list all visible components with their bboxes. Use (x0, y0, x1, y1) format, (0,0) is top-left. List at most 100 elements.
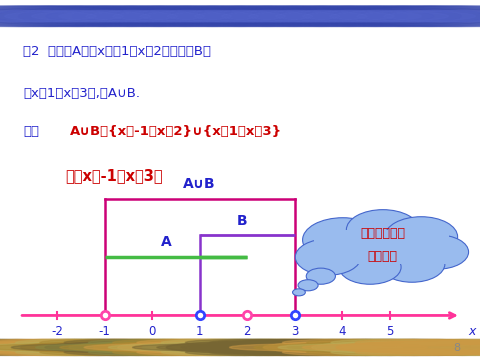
Circle shape (40, 339, 165, 346)
Circle shape (239, 340, 480, 355)
Circle shape (88, 339, 213, 346)
Circle shape (392, 344, 480, 351)
Circle shape (118, 340, 386, 355)
Circle shape (167, 10, 340, 22)
Circle shape (388, 349, 480, 355)
Circle shape (210, 349, 335, 355)
Circle shape (0, 340, 168, 355)
Circle shape (40, 349, 165, 355)
Circle shape (221, 10, 394, 22)
Circle shape (355, 339, 480, 346)
Circle shape (315, 349, 440, 355)
Circle shape (0, 6, 163, 27)
Circle shape (185, 339, 310, 346)
Circle shape (339, 349, 464, 355)
Circle shape (208, 6, 480, 27)
Circle shape (48, 349, 173, 355)
Circle shape (161, 349, 286, 355)
Circle shape (166, 340, 435, 355)
Circle shape (436, 339, 480, 346)
Circle shape (113, 339, 238, 346)
Circle shape (407, 235, 468, 269)
Text: 0: 0 (148, 325, 156, 338)
Circle shape (127, 6, 434, 27)
Circle shape (194, 349, 319, 355)
Circle shape (0, 340, 192, 355)
Circle shape (73, 6, 380, 27)
Circle shape (0, 10, 150, 22)
Circle shape (157, 344, 282, 351)
Circle shape (218, 349, 343, 355)
Circle shape (113, 349, 238, 355)
Circle shape (282, 349, 407, 355)
Circle shape (320, 344, 444, 351)
Circle shape (97, 339, 222, 346)
Text: ｛x｜1＜x＜3｝,求A∪B.: ｛x｜1＜x＜3｝,求A∪B. (24, 87, 141, 100)
Circle shape (60, 344, 185, 351)
Circle shape (312, 340, 480, 355)
Circle shape (194, 339, 319, 346)
Circle shape (32, 10, 204, 22)
Circle shape (357, 10, 480, 22)
Circle shape (0, 340, 144, 355)
Circle shape (16, 339, 141, 346)
Circle shape (0, 10, 123, 22)
Circle shape (137, 339, 262, 346)
Circle shape (24, 339, 149, 346)
Circle shape (0, 10, 96, 22)
Circle shape (88, 349, 213, 355)
Circle shape (170, 349, 295, 355)
Circle shape (64, 349, 189, 355)
Circle shape (461, 349, 480, 355)
Circle shape (0, 6, 190, 27)
Circle shape (379, 246, 445, 282)
Circle shape (12, 344, 136, 351)
Circle shape (16, 349, 141, 355)
Circle shape (234, 349, 359, 355)
Circle shape (267, 349, 392, 355)
Circle shape (0, 6, 299, 27)
Text: ＝｛x｜-1＜x＜3｝: ＝｛x｜-1＜x＜3｝ (65, 168, 163, 184)
Circle shape (150, 344, 275, 351)
Circle shape (137, 349, 262, 355)
Circle shape (0, 339, 92, 346)
Circle shape (364, 349, 480, 355)
Text: 解：: 解： (24, 125, 39, 138)
Circle shape (64, 339, 189, 346)
Circle shape (307, 349, 432, 355)
Circle shape (302, 344, 427, 351)
Circle shape (336, 340, 480, 355)
Circle shape (263, 6, 480, 27)
Circle shape (263, 340, 480, 355)
Circle shape (306, 268, 336, 284)
Circle shape (298, 280, 318, 291)
Circle shape (4, 10, 177, 22)
Circle shape (86, 10, 259, 22)
Text: 1: 1 (196, 325, 204, 338)
Circle shape (174, 344, 299, 351)
Circle shape (290, 6, 480, 27)
Circle shape (0, 349, 116, 355)
Circle shape (0, 340, 241, 355)
Circle shape (140, 10, 313, 22)
Circle shape (205, 344, 330, 351)
Circle shape (355, 349, 480, 355)
Circle shape (215, 340, 480, 355)
Circle shape (223, 344, 348, 351)
Circle shape (234, 339, 359, 346)
Circle shape (126, 344, 251, 351)
Text: 点是关键: 点是关键 (368, 249, 398, 262)
Circle shape (331, 339, 456, 346)
Circle shape (249, 10, 421, 22)
Circle shape (307, 339, 432, 346)
Circle shape (77, 344, 202, 351)
Circle shape (84, 344, 209, 351)
Circle shape (121, 339, 246, 346)
Circle shape (185, 349, 310, 355)
Circle shape (282, 339, 407, 346)
Circle shape (194, 10, 367, 22)
Circle shape (0, 339, 44, 346)
Circle shape (339, 339, 464, 346)
Text: -1: -1 (99, 325, 110, 338)
Circle shape (113, 10, 286, 22)
